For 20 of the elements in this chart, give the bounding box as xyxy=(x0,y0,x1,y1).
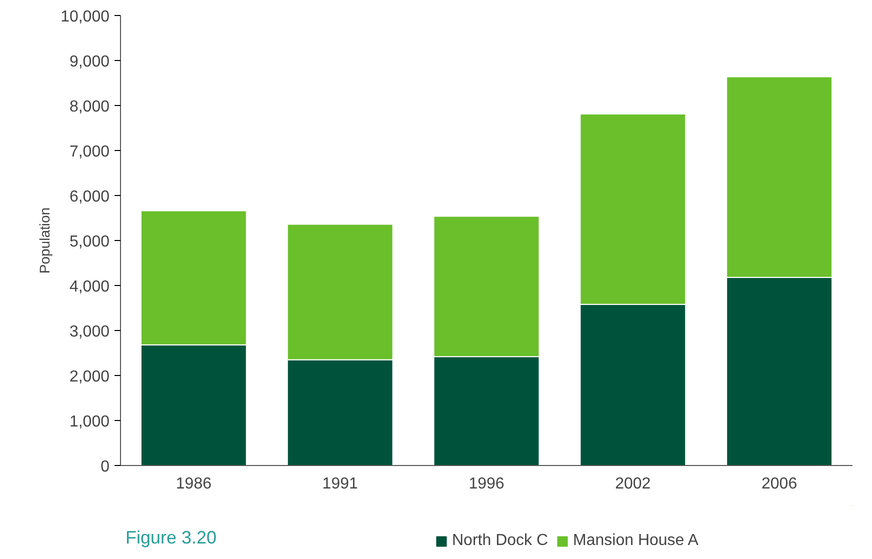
y-tick-label: 1,000 xyxy=(69,414,110,430)
x-tick-label: 1986 xyxy=(176,476,212,492)
y-tick-label: 10,000 xyxy=(60,8,110,26)
y-tick-label: 0 xyxy=(100,458,110,476)
legend-label: Mansion House A xyxy=(573,532,698,550)
x-tick-label: 2006 xyxy=(762,476,798,492)
x-tick-label: 1991 xyxy=(322,476,358,492)
caption: Figure 3.20 xyxy=(126,528,217,548)
y-tick-label: 9,000 xyxy=(69,54,110,70)
x-tick-label: 1996 xyxy=(468,476,504,492)
y-tick-label: 6,000 xyxy=(69,188,110,206)
y-tick-label: 4,000 xyxy=(69,278,110,296)
y-axis-title: Population xyxy=(36,207,53,274)
y-tick-label: 8,000 xyxy=(69,98,110,116)
y-tick-label: 3,000 xyxy=(69,324,110,340)
legend-label: North Dock C xyxy=(452,532,548,550)
x-tick-label: 2002 xyxy=(615,476,651,492)
y-tick-label: 2,000 xyxy=(69,368,110,386)
y-tick-label: 5,000 xyxy=(69,234,110,250)
y-tick-label: 7,000 xyxy=(69,144,110,160)
